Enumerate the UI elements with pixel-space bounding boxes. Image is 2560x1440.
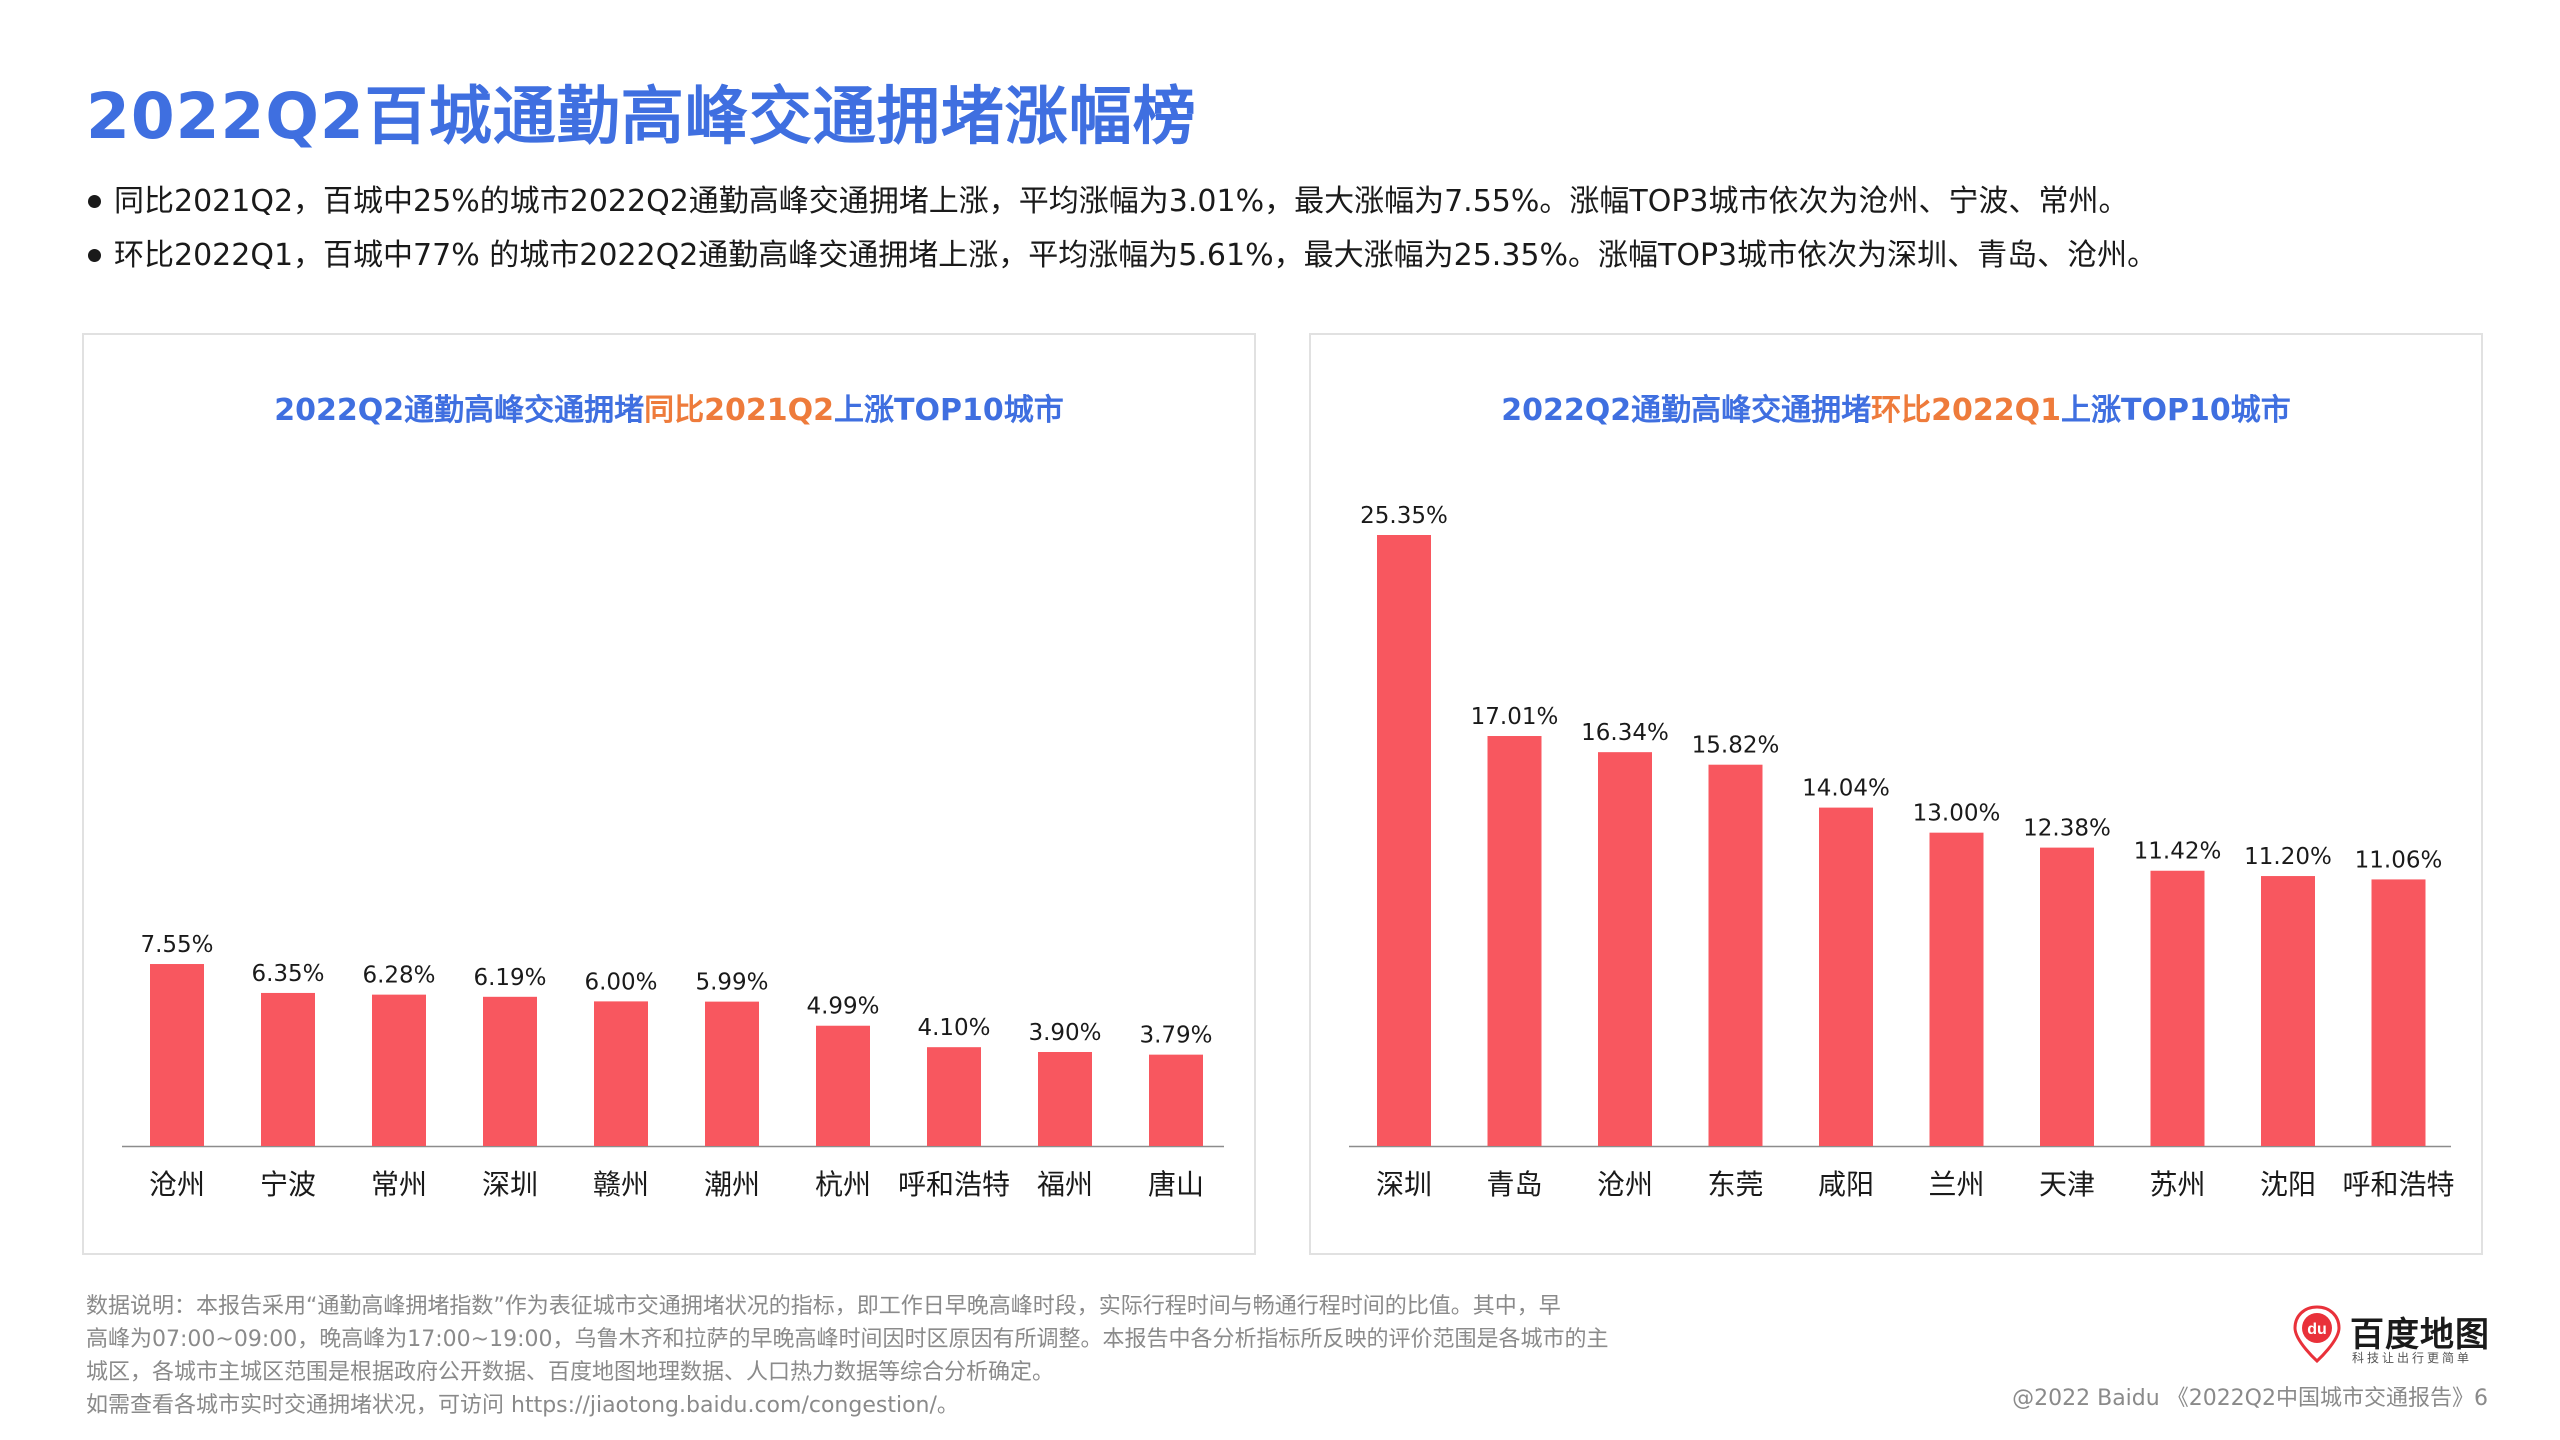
bullet-qoq: 环比2022Q1，百城中77% 的城市2022Q2通勤高峰交通拥堵上涨，平均涨幅… xyxy=(86,236,2157,276)
data-label: 4.10% xyxy=(917,1015,990,1041)
bar-沧州 xyxy=(150,964,204,1146)
x-tick-label: 杭州 xyxy=(815,1168,871,1201)
data-label: 11.06% xyxy=(2355,847,2443,873)
data-label: 5.99% xyxy=(695,970,768,996)
bar-呼和浩特 xyxy=(927,1047,981,1146)
chart-panel-qoq: 2022Q2通勤高峰交通拥堵环比2022Q1上涨TOP10城市 25.35% 深圳… xyxy=(1309,333,2483,1255)
bar-青岛 xyxy=(1487,736,1542,1146)
bar-沧州 xyxy=(1598,752,1652,1146)
summary-bullets: 同比2021Q2，百城中25%的城市2022Q2通勤高峰交通拥堵上涨，平均涨幅为… xyxy=(86,182,2157,290)
bar-天津 xyxy=(2040,847,2094,1146)
data-label: 25.35% xyxy=(1360,503,1448,529)
x-tick-label: 潮州 xyxy=(704,1168,760,1201)
footnote-link-line: 如需查看各城市实时交通拥堵状况，可访问 https://jiaotong.bai… xyxy=(86,1393,959,1418)
data-label: 14.04% xyxy=(1802,776,1890,802)
bar-福州 xyxy=(1038,1052,1092,1146)
bar-潮州 xyxy=(705,1001,759,1146)
bar-苏州 xyxy=(2150,870,2205,1146)
data-label: 12.38% xyxy=(2023,816,2111,842)
x-tick-label: 青岛 xyxy=(1486,1168,1542,1201)
x-tick-label: 天津 xyxy=(2039,1168,2095,1201)
bar-深圳 xyxy=(483,996,537,1146)
x-tick-label: 深圳 xyxy=(482,1168,538,1201)
data-label: 15.82% xyxy=(1692,733,1780,759)
bar-沈阳 xyxy=(2261,876,2315,1146)
bar-chart-qoq: 25.35% 深圳 17.01% 青岛 16.34% 沧州 15.82% 东莞 14.04% 咸阳… xyxy=(1349,503,2455,1201)
x-tick-label: 沧州 xyxy=(149,1168,205,1201)
bar-东莞 xyxy=(1708,764,1763,1146)
x-tick-label: 沧州 xyxy=(1597,1168,1653,1201)
chart-title-qoq: 2022Q2通勤高峰交通拥堵环比2022Q1上涨TOP10城市 xyxy=(1501,393,2291,428)
x-tick-label: 唐山 xyxy=(1148,1168,1204,1201)
data-label: 13.00% xyxy=(1913,801,2001,827)
logo-tagline: 科技让出行更简单 xyxy=(2352,1351,2473,1365)
x-tick-label: 宁波 xyxy=(260,1168,316,1201)
copyright-page-number: @2022 Baidu 《2022Q2中国城市交通报告》6 xyxy=(2012,1386,2488,1411)
bar-杭州 xyxy=(816,1025,870,1146)
footnote-line: 城区，各城市主城区范围是根据政府公开数据、百度地图地理数据、人口热力数据等综合分… xyxy=(86,1360,1055,1385)
svg-text:du: du xyxy=(2307,1321,2327,1338)
data-label: 6.19% xyxy=(473,965,546,991)
x-tick-label: 福州 xyxy=(1037,1168,1093,1201)
x-tick-label: 兰州 xyxy=(1928,1168,1984,1201)
data-label: 3.90% xyxy=(1028,1020,1101,1046)
footnote-line: 数据说明：本报告采用“通勤高峰拥堵指数”作为表征城市交通拥堵状况的指标，即工作日… xyxy=(86,1294,1561,1319)
x-tick-label: 东莞 xyxy=(1707,1168,1763,1201)
data-label: 7.55% xyxy=(140,932,213,958)
bar-赣州 xyxy=(594,1001,648,1146)
x-tick-label: 沈阳 xyxy=(2260,1168,2316,1201)
x-tick-label: 深圳 xyxy=(1376,1168,1432,1201)
x-tick-label: 咸阳 xyxy=(1818,1168,1874,1201)
bar-呼和浩特 xyxy=(2371,879,2426,1146)
bar-咸阳 xyxy=(1819,807,1873,1146)
footnote-line: 高峰为07:00~09:00，晚高峰为17:00~19:00，乌鲁木齐和拉萨的早… xyxy=(86,1327,1609,1352)
bar-深圳 xyxy=(1377,535,1431,1146)
data-footnote: 数据说明：本报告采用“通勤高峰拥堵指数”作为表征城市交通拥堵状况的指标，即工作日… xyxy=(86,1290,1646,1422)
bar-常州 xyxy=(372,994,426,1146)
chart-panel-yoy: 2022Q2通勤高峰交通拥堵同比2021Q2上涨TOP10城市 7.55% 沧州 6… xyxy=(82,333,1256,1255)
data-label: 6.00% xyxy=(584,969,657,995)
bar-唐山 xyxy=(1149,1054,1203,1146)
bar-宁波 xyxy=(261,992,315,1146)
data-label: 11.42% xyxy=(2134,839,2222,865)
data-label: 3.79% xyxy=(1139,1023,1212,1049)
x-tick-label: 常州 xyxy=(371,1168,427,1201)
data-label: 11.20% xyxy=(2244,844,2332,870)
data-label: 17.01% xyxy=(1471,704,1559,730)
x-tick-label: 苏州 xyxy=(2149,1168,2205,1201)
data-label: 6.28% xyxy=(362,963,435,989)
x-tick-label: 赣州 xyxy=(593,1168,649,1201)
bullet-yoy: 同比2021Q2，百城中25%的城市2022Q2通勤高峰交通拥堵上涨，平均涨幅为… xyxy=(86,182,2157,222)
bar-兰州 xyxy=(1929,832,1984,1146)
x-tick-label: 呼和浩特 xyxy=(2342,1168,2454,1201)
data-label: 6.35% xyxy=(251,961,324,987)
logo-name: 百度地图 xyxy=(2350,1315,2490,1355)
data-label: 16.34% xyxy=(1581,720,1669,746)
chart-title-yoy: 2022Q2通勤高峰交通拥堵同比2021Q2上涨TOP10城市 xyxy=(274,393,1064,428)
data-label: 4.99% xyxy=(806,994,879,1020)
bar-chart-yoy: 7.55% 沧州 6.35% 宁波 6.28% 常州 6.19% 深圳 6.00% 赣州 5.99%… xyxy=(122,932,1224,1201)
x-tick-label: 呼和浩特 xyxy=(898,1168,1010,1201)
map-pin-icon: du xyxy=(2293,1305,2341,1363)
page-title: 2022Q2百城通勤高峰交通拥堵涨幅榜 xyxy=(86,80,1197,153)
